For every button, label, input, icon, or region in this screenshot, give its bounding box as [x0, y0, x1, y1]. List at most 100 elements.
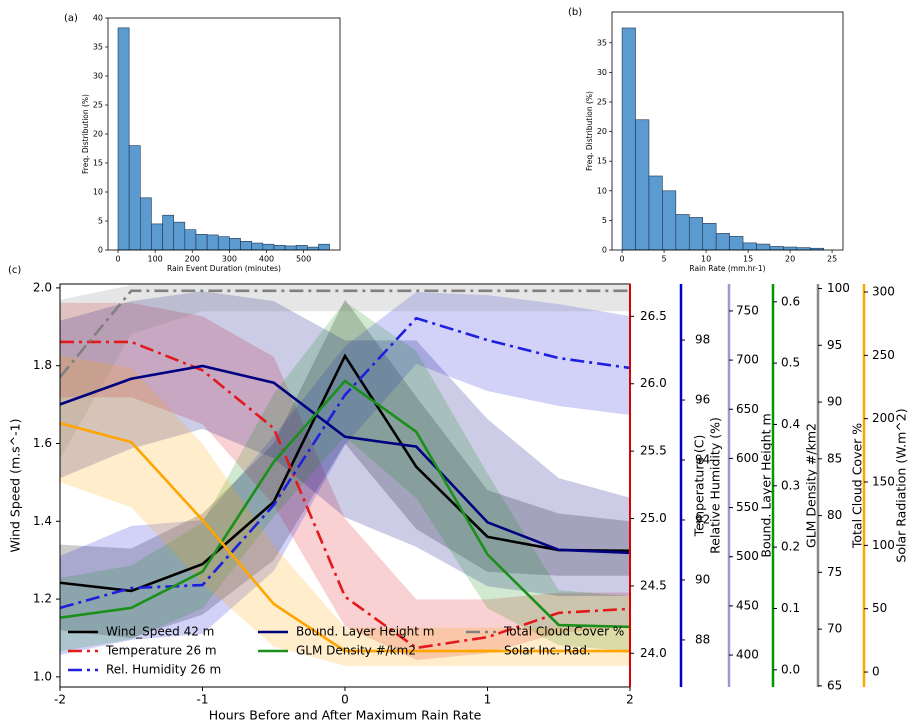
- y-tick-label: 150: [872, 475, 895, 489]
- y-tick-label: 88: [695, 632, 710, 646]
- bar: [729, 236, 744, 251]
- x-tick-label: -1: [197, 693, 209, 707]
- y-tick-label: 1.0: [33, 669, 52, 683]
- x-tick-label: 1: [484, 693, 492, 707]
- bar: [715, 233, 730, 251]
- y-tick-label: 20: [597, 127, 607, 136]
- bar: [184, 229, 197, 251]
- y-tick-label: 300: [872, 284, 895, 298]
- bar: [262, 243, 275, 251]
- y-tick-label: 250: [872, 348, 895, 362]
- y-tick-label: 35: [597, 38, 607, 47]
- bar: [151, 223, 163, 251]
- y-tick-label: 450: [736, 598, 759, 612]
- legend-label: Bound. Layer Height m: [296, 625, 434, 639]
- y-tick-label: 35: [93, 43, 103, 52]
- x-tick-label: 15: [743, 255, 753, 264]
- y-tick-label: 1.2: [33, 592, 52, 606]
- y-axis-label: GLM Density #/km2: [804, 423, 819, 548]
- y-tick-label: 1.8: [33, 358, 52, 372]
- y-axis-label: Wind Speed (m.s^-1): [8, 419, 23, 553]
- panel-label: (b): [568, 7, 582, 18]
- series-line: [60, 316, 630, 610]
- axes-frame: [611, 11, 844, 251]
- bar: [162, 214, 175, 251]
- legend-label: Total Cloud Cover %: [503, 625, 624, 639]
- y-axis-label: Freq. Distribution (%): [81, 94, 90, 174]
- y-tick-label: 20: [93, 130, 103, 139]
- y-tick-label: 95: [827, 338, 842, 352]
- bar: [251, 242, 264, 251]
- bar: [273, 245, 286, 251]
- y-tick-label: 25.5: [640, 444, 667, 458]
- series-line: [60, 379, 630, 629]
- y-tick-label: 0.1: [781, 601, 800, 615]
- y-tick-label: 10: [93, 188, 103, 197]
- x-tick-label: 5: [662, 255, 667, 264]
- y-axis-label: Relative Humidity (%): [708, 417, 723, 554]
- x-tick-label: 500: [296, 255, 311, 264]
- bar: [742, 242, 757, 251]
- y-tick-label: 26.5: [640, 309, 667, 323]
- spread-band: [60, 355, 630, 666]
- bar: [756, 243, 771, 251]
- y-tick-label: 25: [93, 101, 103, 110]
- y-tick-label: 1.4: [33, 514, 52, 528]
- x-tick-label: -2: [54, 693, 66, 707]
- y-tick-label: 92: [695, 512, 710, 526]
- x-tick-label: 25: [827, 255, 837, 264]
- bar: [648, 175, 663, 251]
- bar: [240, 241, 252, 251]
- y-tick-label: 94: [695, 453, 710, 467]
- y-tick-label: 0.0: [781, 662, 800, 676]
- y-tick-label: 24.5: [640, 578, 667, 592]
- y-tick-label: 400: [736, 648, 759, 662]
- x-tick-label: 2: [626, 693, 634, 707]
- y-axis-label: Bound. Layer Height m: [759, 413, 774, 557]
- y-tick-label: 500: [736, 549, 759, 563]
- y-tick-label: 700: [736, 353, 759, 367]
- y-tick-label: 0: [602, 246, 607, 255]
- legend-label: GLM Density #/km2: [296, 644, 416, 658]
- legend-label: Rel. Humidity 26 m: [106, 663, 221, 677]
- y-tick-label: 0.4: [781, 417, 800, 431]
- bar: [173, 221, 186, 251]
- bar: [688, 217, 704, 251]
- y-tick-label: 600: [736, 451, 759, 465]
- bar: [195, 234, 208, 251]
- x-tick-label: 200: [185, 255, 200, 264]
- y-tick-label: 50: [872, 601, 887, 615]
- legend-label: Solar Inc. Rad.: [504, 644, 591, 658]
- y-tick-label: 550: [736, 500, 759, 514]
- x-tick-label: 400: [259, 255, 274, 264]
- bar: [702, 223, 717, 251]
- y-axis-label: Temperature (C): [692, 435, 707, 538]
- y-tick-label: 0.2: [781, 540, 800, 554]
- bar: [662, 190, 677, 251]
- bar: [621, 27, 636, 251]
- legend-label: Wind_Speed 42 m: [106, 625, 214, 639]
- bar: [635, 119, 650, 251]
- y-tick-label: 0.3: [781, 478, 800, 492]
- y-tick-label: 80: [827, 508, 842, 522]
- legend-label: Temperature 26 m: [105, 644, 217, 658]
- y-tick-label: 650: [736, 402, 759, 416]
- bar: [284, 245, 297, 251]
- bar: [769, 246, 784, 251]
- x-axis-label: Rain Event Duration (minutes): [167, 264, 281, 273]
- y-tick-label: 2.0: [33, 280, 52, 294]
- bar: [783, 246, 798, 251]
- y-tick-label: 24.0: [640, 646, 667, 660]
- bar: [139, 197, 152, 251]
- y-tick-label: 25: [597, 97, 607, 106]
- x-tick-label: 0: [620, 255, 625, 264]
- bar: [206, 234, 219, 251]
- series-line: [60, 364, 630, 555]
- y-tick-label: 15: [93, 159, 103, 168]
- spread-band: [60, 291, 630, 597]
- bar: [128, 145, 141, 251]
- y-tick-label: 40: [93, 14, 103, 23]
- x-tick-label: 0: [115, 255, 120, 264]
- y-tick-label: 200: [872, 411, 895, 425]
